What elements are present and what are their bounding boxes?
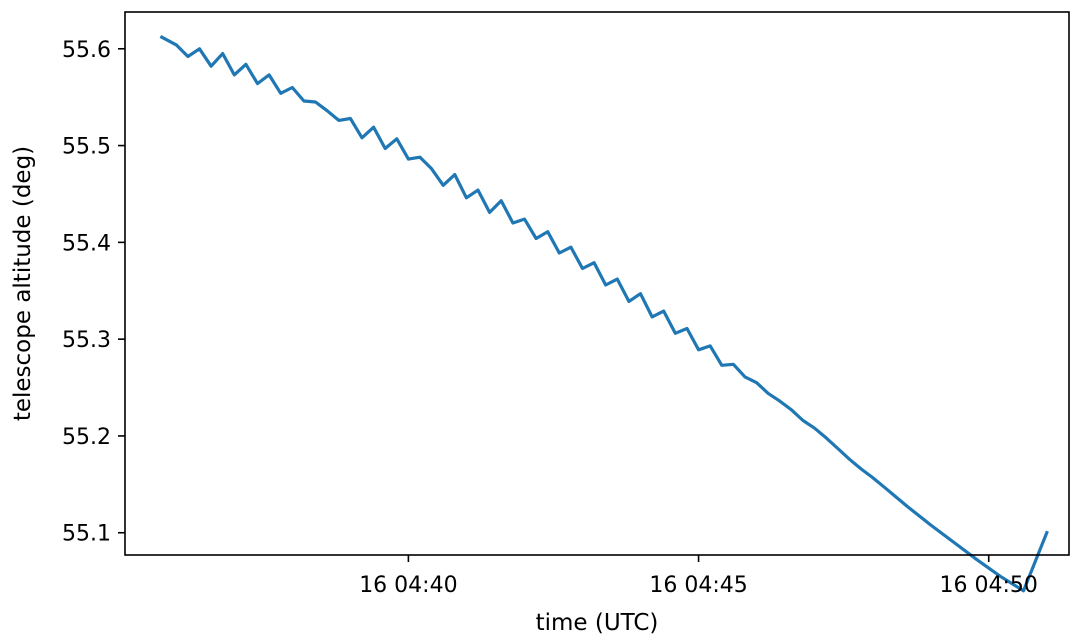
y-tick-label: 55.4: [62, 231, 111, 256]
x-axis-label: time (UTC): [536, 610, 659, 636]
y-tick-label: 55.2: [62, 425, 111, 450]
y-tick-label: 55.3: [62, 328, 111, 353]
x-tick-label: 16 04:45: [649, 573, 747, 598]
y-tick-label: 55.5: [62, 135, 111, 160]
x-tick-label: 16 04:40: [359, 573, 457, 598]
chart-marks: [159, 35, 1049, 593]
axes-frame: [124, 11, 1070, 556]
x-tick-label: 16 04:50: [940, 573, 1038, 598]
y-axis-label: telescope altitude (deg): [10, 146, 36, 421]
x-ticks: 16 04:40 16 04:45 16 04:50: [359, 555, 1038, 598]
y-tick-label: 55.6: [62, 38, 111, 63]
series-line: [159, 35, 1049, 593]
y-ticks: 55.1 55.2 55.3 55.4 55.5 55.6: [62, 38, 125, 547]
y-tick-label: 55.1: [62, 522, 111, 547]
